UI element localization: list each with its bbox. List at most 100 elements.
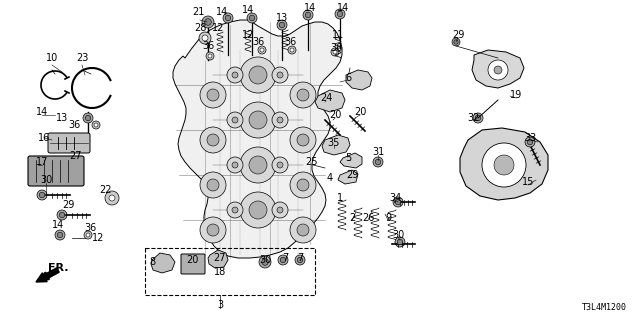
Circle shape: [202, 16, 214, 28]
Text: 27: 27: [70, 151, 83, 161]
Circle shape: [473, 113, 483, 123]
Text: 28: 28: [194, 23, 206, 33]
Polygon shape: [346, 70, 372, 90]
Text: 3: 3: [217, 300, 223, 310]
Text: 2: 2: [349, 213, 355, 223]
Polygon shape: [340, 153, 362, 168]
Circle shape: [297, 257, 303, 263]
Text: 32: 32: [468, 113, 480, 123]
Circle shape: [395, 237, 405, 247]
Circle shape: [272, 112, 288, 128]
Circle shape: [297, 89, 309, 101]
Circle shape: [454, 40, 458, 44]
Text: 34: 34: [389, 193, 401, 203]
Text: 8: 8: [149, 257, 155, 267]
Circle shape: [227, 157, 243, 173]
Text: 4: 4: [327, 173, 333, 183]
Circle shape: [290, 172, 316, 198]
Circle shape: [232, 117, 238, 123]
Text: 29: 29: [62, 200, 74, 210]
Circle shape: [240, 57, 276, 93]
Circle shape: [94, 123, 98, 127]
Circle shape: [223, 13, 233, 23]
Circle shape: [207, 224, 219, 236]
Circle shape: [207, 134, 219, 146]
Circle shape: [240, 102, 276, 138]
Circle shape: [200, 217, 226, 243]
Circle shape: [335, 9, 345, 19]
Text: 10: 10: [46, 53, 58, 63]
Circle shape: [200, 127, 226, 153]
Circle shape: [393, 197, 403, 207]
FancyArrow shape: [36, 268, 59, 282]
Text: 7: 7: [297, 253, 303, 263]
Circle shape: [297, 179, 309, 191]
Text: 26: 26: [362, 213, 374, 223]
Circle shape: [290, 82, 316, 108]
Text: 36: 36: [330, 43, 342, 53]
Circle shape: [202, 35, 208, 41]
Text: 1: 1: [337, 193, 343, 203]
Circle shape: [295, 255, 305, 265]
Text: 29: 29: [346, 170, 358, 180]
Text: 12: 12: [242, 30, 254, 40]
Circle shape: [452, 38, 460, 46]
Circle shape: [277, 72, 283, 78]
Circle shape: [277, 162, 283, 168]
Text: 13: 13: [56, 113, 68, 123]
Text: 9: 9: [385, 213, 391, 223]
Circle shape: [249, 201, 267, 219]
Text: 15: 15: [522, 177, 534, 187]
Circle shape: [249, 111, 267, 129]
Text: 22: 22: [100, 185, 112, 195]
Circle shape: [249, 66, 267, 84]
Circle shape: [227, 67, 243, 83]
Text: 18: 18: [214, 267, 226, 277]
Circle shape: [55, 230, 65, 240]
Text: 17: 17: [36, 157, 48, 167]
FancyBboxPatch shape: [48, 133, 90, 153]
Circle shape: [199, 32, 211, 44]
Text: 21: 21: [192, 7, 204, 17]
Text: 14: 14: [304, 3, 316, 13]
Polygon shape: [322, 135, 350, 155]
Circle shape: [303, 10, 313, 20]
Polygon shape: [151, 253, 175, 273]
Circle shape: [84, 231, 92, 239]
Text: 19: 19: [510, 90, 522, 100]
Circle shape: [205, 19, 211, 25]
Text: 20: 20: [329, 110, 341, 120]
Circle shape: [488, 60, 508, 80]
Circle shape: [494, 66, 502, 74]
Circle shape: [37, 190, 47, 200]
Text: 36: 36: [68, 120, 80, 130]
Text: 20: 20: [186, 255, 198, 265]
Circle shape: [247, 13, 257, 23]
Circle shape: [109, 195, 115, 201]
Text: 14: 14: [337, 3, 349, 13]
Polygon shape: [173, 20, 342, 258]
Circle shape: [277, 117, 283, 123]
Text: 14: 14: [52, 220, 64, 230]
Text: 25: 25: [305, 157, 317, 167]
Circle shape: [200, 172, 226, 198]
Text: 6: 6: [345, 73, 351, 83]
Circle shape: [375, 159, 381, 165]
Text: 30: 30: [259, 255, 271, 265]
Circle shape: [272, 157, 288, 173]
Circle shape: [277, 207, 283, 213]
Text: 14: 14: [36, 107, 48, 117]
Circle shape: [260, 48, 264, 52]
Text: 27: 27: [214, 253, 227, 263]
Circle shape: [305, 12, 311, 18]
Circle shape: [86, 233, 90, 237]
Circle shape: [494, 155, 514, 175]
Circle shape: [232, 207, 238, 213]
Text: 35: 35: [328, 138, 340, 148]
Circle shape: [206, 52, 214, 60]
Circle shape: [258, 46, 266, 54]
Text: 12: 12: [212, 23, 224, 33]
Circle shape: [272, 202, 288, 218]
Circle shape: [105, 191, 119, 205]
Bar: [145, 248, 315, 295]
